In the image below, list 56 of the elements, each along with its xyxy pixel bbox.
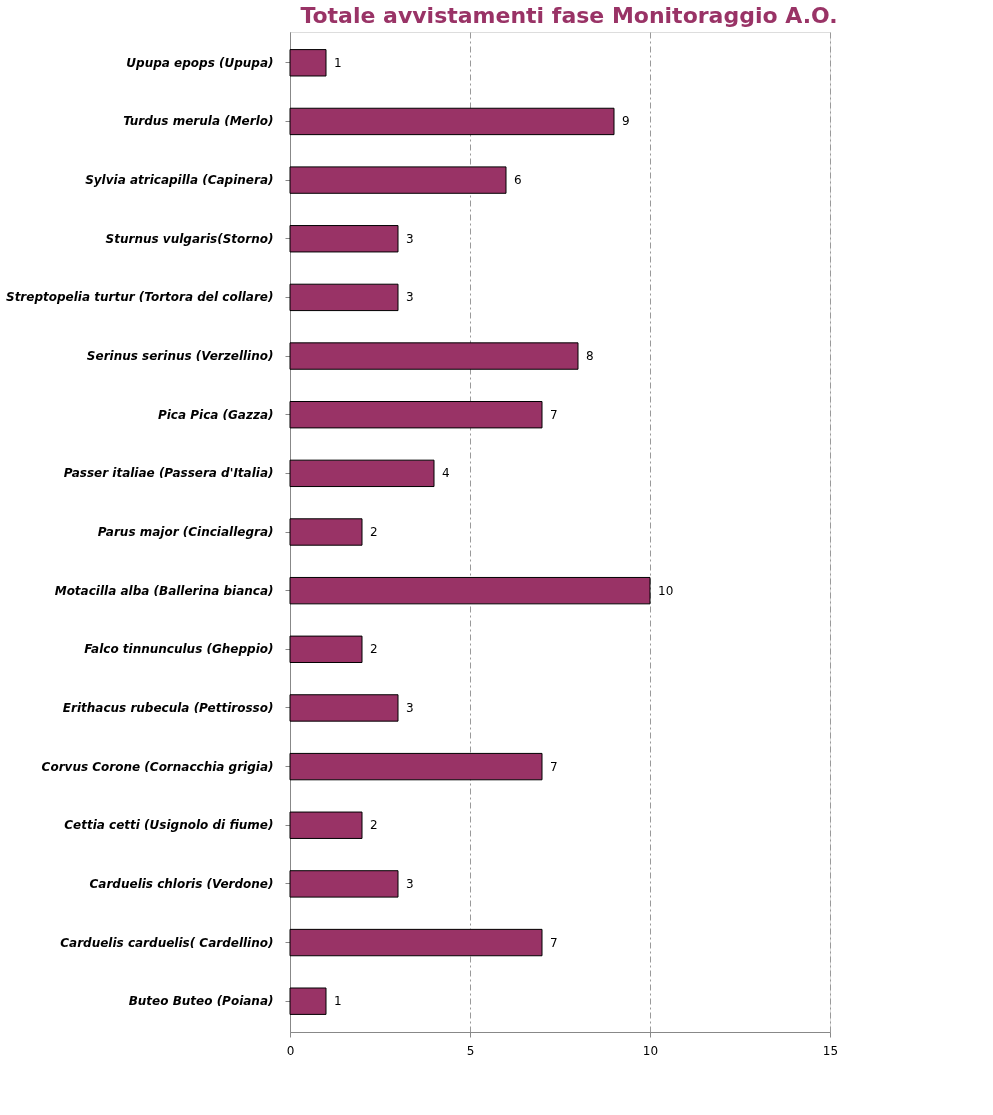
x-tick-label: 5 <box>466 1043 475 1058</box>
x-tick-label: 15 <box>822 1043 839 1058</box>
bar <box>289 342 579 370</box>
data-label: 8 <box>586 349 594 364</box>
data-label: 3 <box>406 290 414 305</box>
bar <box>289 987 327 1015</box>
bar <box>289 459 435 488</box>
y-tick-label: Turdus merula (Merlo) <box>123 114 274 129</box>
bar <box>289 576 651 605</box>
x-tick-label: 0 <box>286 1043 295 1058</box>
bar <box>289 49 327 77</box>
y-tick-label: Corvus Corone (Cornacchia grigia) <box>41 759 274 774</box>
bar <box>289 401 543 429</box>
bar <box>289 283 399 312</box>
data-label: 2 <box>370 525 378 539</box>
data-label: 2 <box>370 642 378 657</box>
y-tick-label: Buteo Buteo (Poiana) <box>128 994 274 1009</box>
y-tick-label: Cettia cetti (Usignolo di fiume) <box>64 818 274 833</box>
y-tick-label: Falco tinnunculus (Gheppio) <box>84 642 274 657</box>
y-tick-label: Pica Pica (Gazza) <box>157 407 274 422</box>
bar <box>289 870 399 898</box>
data-label: 3 <box>406 700 414 715</box>
y-tick-label: Erithacus rubecula (Pettirosso) <box>62 700 274 715</box>
y-tick-label: Streptopelia turtur (Tortora del collare) <box>5 290 274 305</box>
bar <box>289 225 399 253</box>
data-label: 7 <box>550 407 558 422</box>
data-label: 10 <box>658 583 674 598</box>
y-tick-label: Upupa epops (Upupa) <box>126 55 274 70</box>
data-label: 3 <box>406 876 414 891</box>
data-label: 1 <box>334 994 342 1009</box>
bar <box>289 694 399 722</box>
bar <box>289 928 543 957</box>
bar <box>289 518 363 546</box>
bar <box>289 635 363 663</box>
y-tick-label: Passer italiae (Passera d'Italia) <box>63 466 274 481</box>
bar <box>289 166 507 194</box>
bar <box>289 811 363 839</box>
y-tick-label: Sylvia atricapilla (Capinera) <box>85 173 274 188</box>
data-label: 1 <box>334 55 342 70</box>
bar <box>289 752 543 781</box>
y-tick-label: Carduelis carduelis( Cardellino) <box>60 935 274 950</box>
y-tick-label: Sturnus vulgaris(Storno) <box>105 231 274 246</box>
data-label: 6 <box>514 173 522 188</box>
chart-title: Totale avvistamenti fase Monitoraggio A.O. <box>300 3 838 28</box>
x-tick-label: 10 <box>642 1043 659 1058</box>
bar <box>289 107 615 136</box>
data-label: 7 <box>550 935 558 950</box>
y-tick-label: Parus major (Cinciallegra) <box>97 525 274 539</box>
data-label: 3 <box>406 231 414 246</box>
y-tick-label: Carduelis chloris (Verdone) <box>89 876 274 891</box>
data-label: 4 <box>442 466 450 481</box>
data-label: 7 <box>550 759 558 774</box>
y-tick-label: Serinus serinus (Verzellino) <box>86 349 274 364</box>
data-label: 2 <box>370 818 378 833</box>
y-tick-label: Motacilla alba (Ballerina bianca) <box>54 583 274 598</box>
data-label: 9 <box>622 114 630 129</box>
